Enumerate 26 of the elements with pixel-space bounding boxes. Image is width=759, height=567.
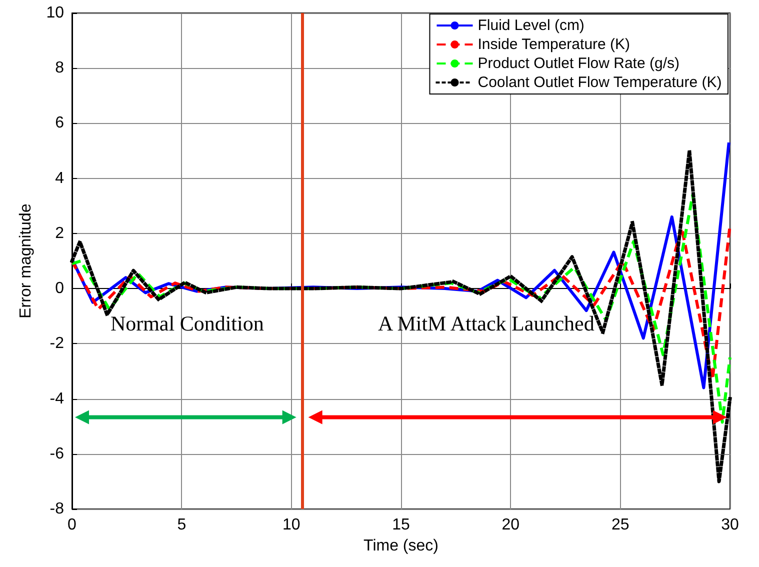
- y-axis-title: Error magnitude: [18, 204, 34, 318]
- y-tick-label: 8: [55, 60, 64, 77]
- y-tick-label: 0: [55, 280, 64, 298]
- x-tick-label: 10: [282, 516, 300, 534]
- y-tick-label: -4: [50, 390, 64, 408]
- annotation: Normal Condition: [110, 311, 264, 336]
- legend-label: Coolant Outlet Flow Temperature (K): [478, 74, 722, 91]
- y-tick-label: 2: [55, 224, 64, 242]
- annotation: A MitM Attack Launched: [378, 311, 595, 336]
- x-tick-label: 30: [721, 516, 739, 534]
- y-tick-label: 10: [46, 4, 64, 22]
- legend-label: Fluid Level (cm): [478, 17, 584, 34]
- y-tick-label: -2: [50, 335, 64, 352]
- x-tick-label: 5: [177, 516, 186, 534]
- y-tick-label: -8: [50, 500, 64, 518]
- x-tick-label: 25: [611, 516, 630, 534]
- x-tick-label: 20: [502, 516, 520, 534]
- x-axis-title: Time (sec): [364, 537, 438, 554]
- x-tick-label: 15: [392, 516, 410, 534]
- legend-label: Product Outlet Flow Rate (g/s): [478, 55, 680, 72]
- y-tick-label: 6: [55, 114, 64, 132]
- x-tick-label: 0: [68, 516, 77, 534]
- y-tick-label: 4: [55, 170, 64, 187]
- y-tick-label: -6: [50, 445, 64, 462]
- line-series: [70, 193, 732, 424]
- legend-label: Inside Temperature (K): [478, 36, 630, 53]
